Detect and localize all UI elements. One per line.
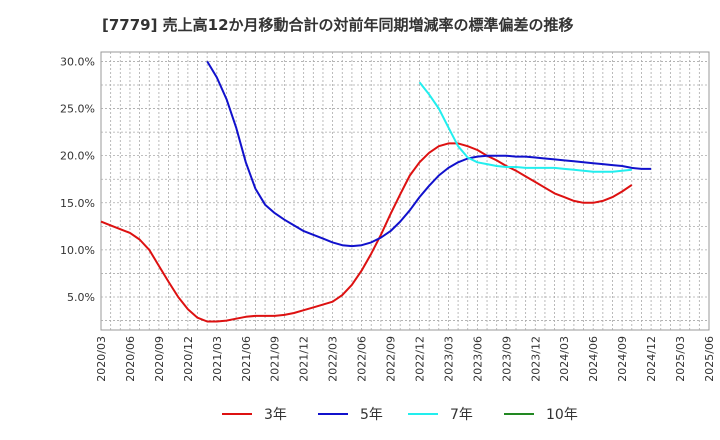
y-tick-label: 25.0% xyxy=(60,103,95,116)
y-tick-label: 5.0% xyxy=(67,291,95,304)
series-line-1 xyxy=(100,142,633,323)
x-tick-label: 2023/12 xyxy=(529,336,542,382)
x-tick-label: 2025/03 xyxy=(674,336,687,382)
x-tick-label: 2022/06 xyxy=(356,336,369,382)
x-tick-label: 2020/03 xyxy=(95,336,108,382)
x-tick-label: 2024/06 xyxy=(587,336,600,382)
x-tick-label: 2022/03 xyxy=(327,336,340,382)
legend-label-4: 10年 xyxy=(546,407,578,423)
x-tick-label: 2024/03 xyxy=(558,336,571,382)
x-tick-label: 2021/12 xyxy=(298,336,311,382)
x-tick-label: 2024/12 xyxy=(645,336,658,382)
y-tick-label: 30.0% xyxy=(60,55,95,68)
x-tick-label: 2022/09 xyxy=(385,336,398,382)
y-tick-label: 15.0% xyxy=(60,197,95,210)
x-tick-label: 2021/06 xyxy=(240,336,253,382)
x-tick-label: 2020/12 xyxy=(182,336,195,382)
x-tick-label: 2021/09 xyxy=(269,336,282,382)
y-tick-label: 10.0% xyxy=(60,244,95,257)
x-tick-label: 2024/09 xyxy=(616,336,629,382)
series-line-3 xyxy=(418,81,632,173)
x-tick-label: 2025/06 xyxy=(703,336,716,382)
x-tick-label: 2022/12 xyxy=(413,336,426,382)
x-tick-label: 2020/06 xyxy=(124,336,137,382)
x-tick-label: 2023/09 xyxy=(500,336,513,382)
plot-frame xyxy=(100,51,710,331)
legend-label-2: 5年 xyxy=(360,407,383,423)
y-tick-label: 20.0% xyxy=(60,150,95,163)
x-tick-label: 2023/03 xyxy=(442,336,455,382)
x-tick-label: 2020/09 xyxy=(153,336,166,382)
chart-title: [7779] 売上高12か月移動合計の対前年同期増減率の標準偏差の推移 xyxy=(102,16,574,34)
x-tick-label: 2021/03 xyxy=(211,336,224,382)
x-tick-label: 2023/06 xyxy=(471,336,484,382)
series-line-2 xyxy=(206,60,652,248)
legend-label-1: 3年 xyxy=(264,407,287,423)
legend-label-3: 7年 xyxy=(450,407,473,423)
